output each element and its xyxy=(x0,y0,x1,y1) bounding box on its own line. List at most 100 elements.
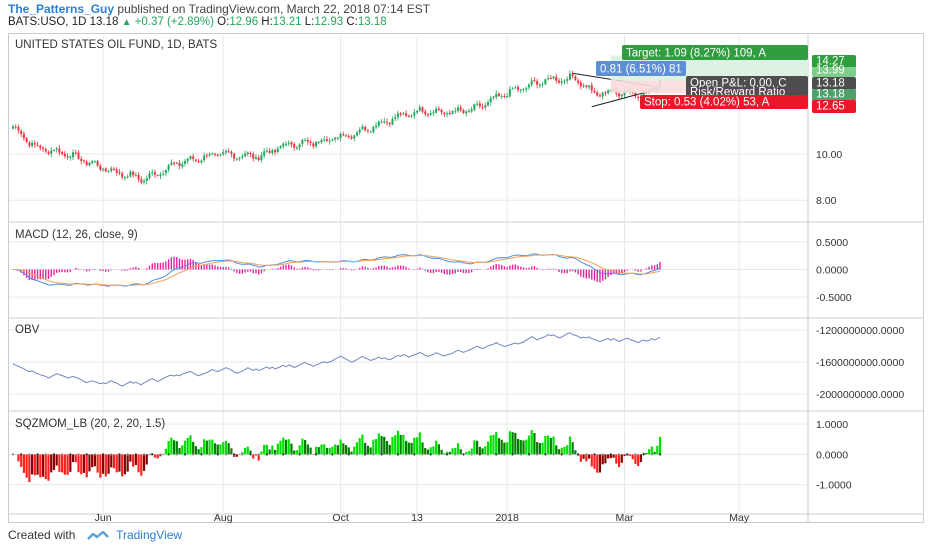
y-tick-label: -1200000000.0000 xyxy=(816,325,904,337)
candle-body xyxy=(465,111,468,114)
candle-body xyxy=(495,93,498,98)
squeeze-dot xyxy=(28,453,31,456)
candle-body xyxy=(88,162,91,166)
high-label: H: xyxy=(261,16,273,28)
squeeze-dot xyxy=(200,453,203,456)
candle-body xyxy=(192,156,195,160)
mid-label-box xyxy=(596,61,686,76)
author-link[interactable]: The_Patterns_Guy xyxy=(8,2,115,16)
squeeze-dot xyxy=(511,453,514,456)
candle-body xyxy=(298,144,301,148)
candle-body xyxy=(470,109,473,112)
squeeze-dot xyxy=(527,453,531,456)
candle-body xyxy=(432,112,435,114)
x-tick-label: 2018 xyxy=(495,512,519,524)
squeeze-dot xyxy=(454,453,457,456)
squeeze-dot xyxy=(183,453,187,456)
candle-body xyxy=(312,143,315,147)
candle-body xyxy=(33,143,36,145)
entry-price-badge: 13.18 xyxy=(816,89,845,101)
candle-body xyxy=(407,116,410,118)
candle-body xyxy=(107,171,110,173)
target-price-badge: 14.27 xyxy=(816,56,845,68)
candle-body xyxy=(252,154,255,159)
chart-title: UNITED STATES OIL FUND, 1D, BATS xyxy=(15,39,217,51)
squeeze-dot xyxy=(388,453,391,456)
candle-body xyxy=(82,160,85,162)
squeeze-dot xyxy=(380,453,383,456)
candle-body xyxy=(287,142,290,144)
candle-body xyxy=(350,136,353,139)
ohlc-header: BATS:USO, 1D 13.18 ▲ +0.37 (+2.89%) O:12… xyxy=(8,16,387,28)
candle-body xyxy=(17,127,20,131)
squeeze-dot xyxy=(306,453,309,456)
candle-body xyxy=(410,115,413,117)
squeeze-dot xyxy=(560,453,563,456)
candle-body xyxy=(153,172,156,175)
last-price-badge: 13.18 xyxy=(816,78,845,90)
squeeze-dot xyxy=(36,453,39,456)
target-price-badge-box xyxy=(812,55,856,68)
candle-body xyxy=(265,150,268,152)
candle-body xyxy=(456,107,459,111)
candle-body xyxy=(396,113,399,118)
candle-body xyxy=(72,152,75,158)
candle-body xyxy=(607,90,610,94)
candle-body xyxy=(577,80,580,83)
candle-body xyxy=(25,137,28,143)
candle-body xyxy=(77,152,80,159)
candle-body xyxy=(249,153,252,155)
squeeze-dot xyxy=(486,453,490,456)
candle-body xyxy=(47,151,50,154)
candle-body xyxy=(233,153,236,159)
candle-body xyxy=(293,144,296,148)
candle-body xyxy=(585,85,588,87)
candle-body xyxy=(203,155,206,161)
candle-body xyxy=(102,168,105,170)
candle-body xyxy=(74,152,77,154)
candle-body xyxy=(454,110,457,112)
candle-body xyxy=(347,136,350,138)
candle-body xyxy=(339,133,342,138)
squeeze-dot xyxy=(118,453,121,456)
indicator-title: OBV xyxy=(15,324,40,336)
publish-info: published on TradingView.com, March 22, … xyxy=(117,2,431,16)
candle-body xyxy=(260,155,263,161)
x-tick-label: Aug xyxy=(214,512,233,524)
candle-body xyxy=(342,134,345,136)
squeeze-dot xyxy=(85,453,88,456)
candle-body xyxy=(320,140,323,143)
squeeze-dot xyxy=(314,453,318,456)
candle-body xyxy=(274,150,277,153)
pattern-lower-line xyxy=(591,90,652,108)
y-tick-label: -0.5000 xyxy=(816,292,852,304)
candle-body xyxy=(39,145,42,149)
candle-body xyxy=(530,80,533,85)
y-tick-label: -2000000000.0000 xyxy=(816,389,904,401)
candle-body xyxy=(241,156,244,158)
candle-body xyxy=(481,106,484,108)
candle-body xyxy=(328,140,331,142)
candle-body xyxy=(235,158,238,160)
tradingview-logo-icon xyxy=(86,530,109,540)
squeeze-dot xyxy=(445,453,449,456)
price-change: +0.37 (+2.89%) xyxy=(134,16,214,28)
squeeze-dot xyxy=(413,453,416,456)
candle-body xyxy=(244,153,247,157)
candle-body xyxy=(126,176,129,178)
candle-body xyxy=(462,109,465,113)
candle-body xyxy=(519,89,522,91)
squeeze-dot xyxy=(61,453,64,456)
squeeze-dot xyxy=(20,453,23,456)
mid-label: 0.81 (6.51%) 81 xyxy=(600,64,682,76)
candle-body xyxy=(134,174,137,176)
candle-body xyxy=(582,85,585,87)
tradingview-link[interactable]: TradingView xyxy=(116,528,183,542)
squeeze-dot xyxy=(396,453,400,456)
open-pl-label-box xyxy=(686,76,808,90)
candle-body xyxy=(527,84,530,88)
candle-body xyxy=(440,109,443,113)
squeeze-dot xyxy=(609,453,612,456)
squeeze-dot xyxy=(372,453,375,456)
